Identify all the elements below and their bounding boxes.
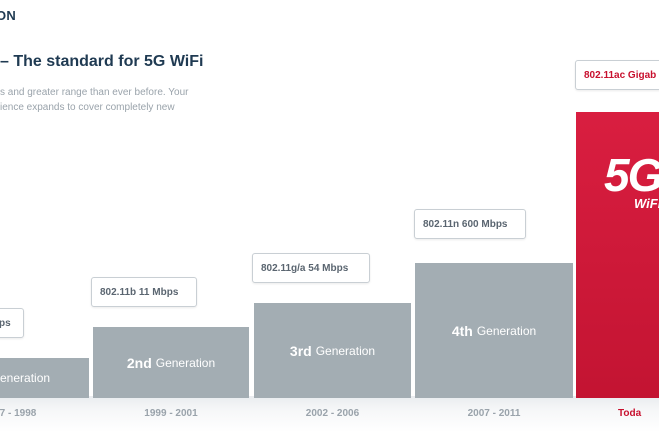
bar-label-bold: 4th	[451, 322, 473, 339]
callout-text: 802.11b 11 Mbps	[100, 286, 179, 298]
callout-gen5: 802.11ac Gigab	[575, 60, 659, 90]
bar-label-rest: Generation	[315, 343, 376, 358]
bar-gen5[interactable]: 5G WiFi	[576, 112, 659, 398]
bar-label-rest: Generation	[476, 323, 537, 338]
bar-label-bold: 3rd	[289, 342, 312, 359]
bar-gen3[interactable]: 3rd Generation	[254, 303, 411, 398]
year-gen2: 1999 - 2001	[144, 408, 198, 419]
page-headline: – The standard for 5G WiFi	[0, 53, 204, 70]
year-gen1: 7 - 1998	[0, 408, 37, 419]
callout-gen3: 802.11g/a 54 Mbps	[252, 253, 370, 283]
callout-gen2: 802.11b 11 Mbps	[91, 277, 197, 307]
callout-gen1: ps	[0, 308, 24, 338]
brand-name: ON	[0, 8, 17, 23]
bar-gen4[interactable]: 4th Generation	[415, 263, 573, 398]
5g-logo: 5G	[604, 149, 659, 201]
year-gen3: 2002 - 2006	[305, 408, 360, 419]
year-gen4: 2007 - 2011	[467, 408, 521, 419]
bar-gen2[interactable]: 2nd Generation	[93, 327, 249, 398]
bar-label-rest: Generation	[155, 355, 216, 370]
intro-paragraph: s and greater range than ever before. Yo…	[0, 85, 210, 115]
bar-gen1[interactable]: eneration	[0, 358, 89, 398]
bar-label-rest: eneration	[0, 371, 51, 385]
bar-label-bold: 2nd	[126, 354, 152, 371]
intro-line: ience expands to cover completely new	[0, 102, 175, 113]
callout-text: 802.11ac Gigab	[584, 69, 657, 81]
callout-text: 802.11g/a 54 Mbps	[261, 262, 349, 274]
intro-line: s and greater range than ever before. Yo…	[0, 87, 189, 98]
callout-text: 802.11n 600 Mbps	[423, 218, 508, 230]
year-gen5: Toda	[618, 408, 642, 419]
callout-gen4: 802.11n 600 Mbps	[414, 209, 526, 239]
callout-text: ps	[0, 317, 11, 329]
wifi-logo-text: WiFi	[634, 196, 659, 211]
floor-gradient	[0, 396, 659, 432]
